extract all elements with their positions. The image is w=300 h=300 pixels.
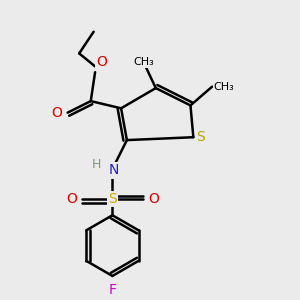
Text: N: N [109,164,119,178]
Text: S: S [196,130,205,144]
Text: CH₃: CH₃ [134,57,154,67]
Text: CH₃: CH₃ [214,82,234,92]
Text: S: S [108,192,117,206]
Text: O: O [66,192,77,206]
Text: O: O [97,55,107,69]
Text: O: O [148,192,159,206]
Text: F: F [108,283,116,297]
Text: O: O [52,106,62,120]
Text: H: H [92,158,101,171]
